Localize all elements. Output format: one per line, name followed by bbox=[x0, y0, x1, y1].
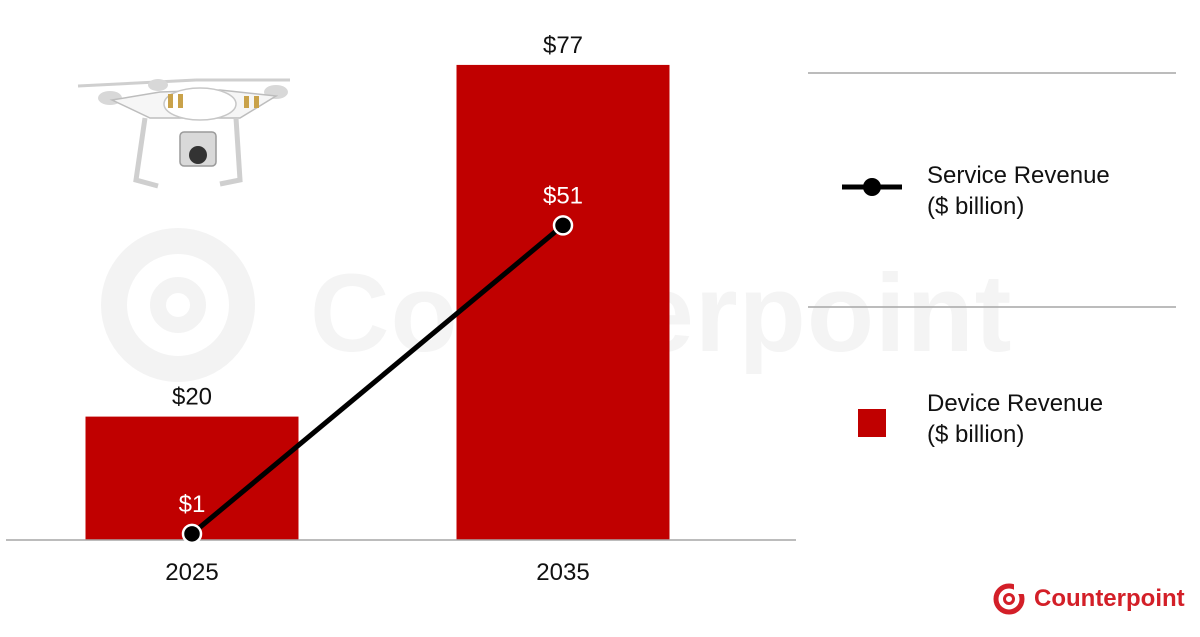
drone-icon bbox=[77, 78, 290, 189]
service-value-label-2025: $1 bbox=[179, 491, 206, 518]
legend-device-swatch bbox=[858, 409, 886, 437]
service-revenue-line bbox=[190, 223, 565, 536]
legend-service-symbol bbox=[842, 178, 902, 196]
service-point-2025 bbox=[181, 523, 203, 545]
legend-device-line1: Device Revenue bbox=[927, 390, 1104, 417]
brand-icon bbox=[993, 583, 1025, 615]
legend-service-line2: ($ billion) bbox=[927, 193, 1025, 220]
service-point-2035 bbox=[552, 215, 574, 236]
brand-name: Counterpoint bbox=[1034, 585, 1185, 612]
bar-value-label-2035: $77 bbox=[543, 32, 583, 59]
legend-device-label: Device Revenue ($ billion) bbox=[927, 388, 1103, 450]
x-tick-label-2025: 2025 bbox=[165, 559, 218, 586]
bar-device-2025 bbox=[85, 416, 299, 540]
service-value-label-2035: $51 bbox=[543, 182, 583, 209]
legend-service-line1: Service Revenue bbox=[927, 162, 1110, 189]
x-tick-label-2035: 2035 bbox=[536, 559, 589, 586]
legend-device-line2: ($ billion) bbox=[927, 421, 1025, 448]
brand-logo: Counterpoint bbox=[992, 582, 1185, 616]
watermark-icon bbox=[101, 228, 255, 382]
legend-service-label: Service Revenue ($ billion) bbox=[927, 160, 1110, 222]
bar-value-label-2025: $20 bbox=[172, 384, 212, 411]
bar-device-2035 bbox=[456, 64, 670, 541]
